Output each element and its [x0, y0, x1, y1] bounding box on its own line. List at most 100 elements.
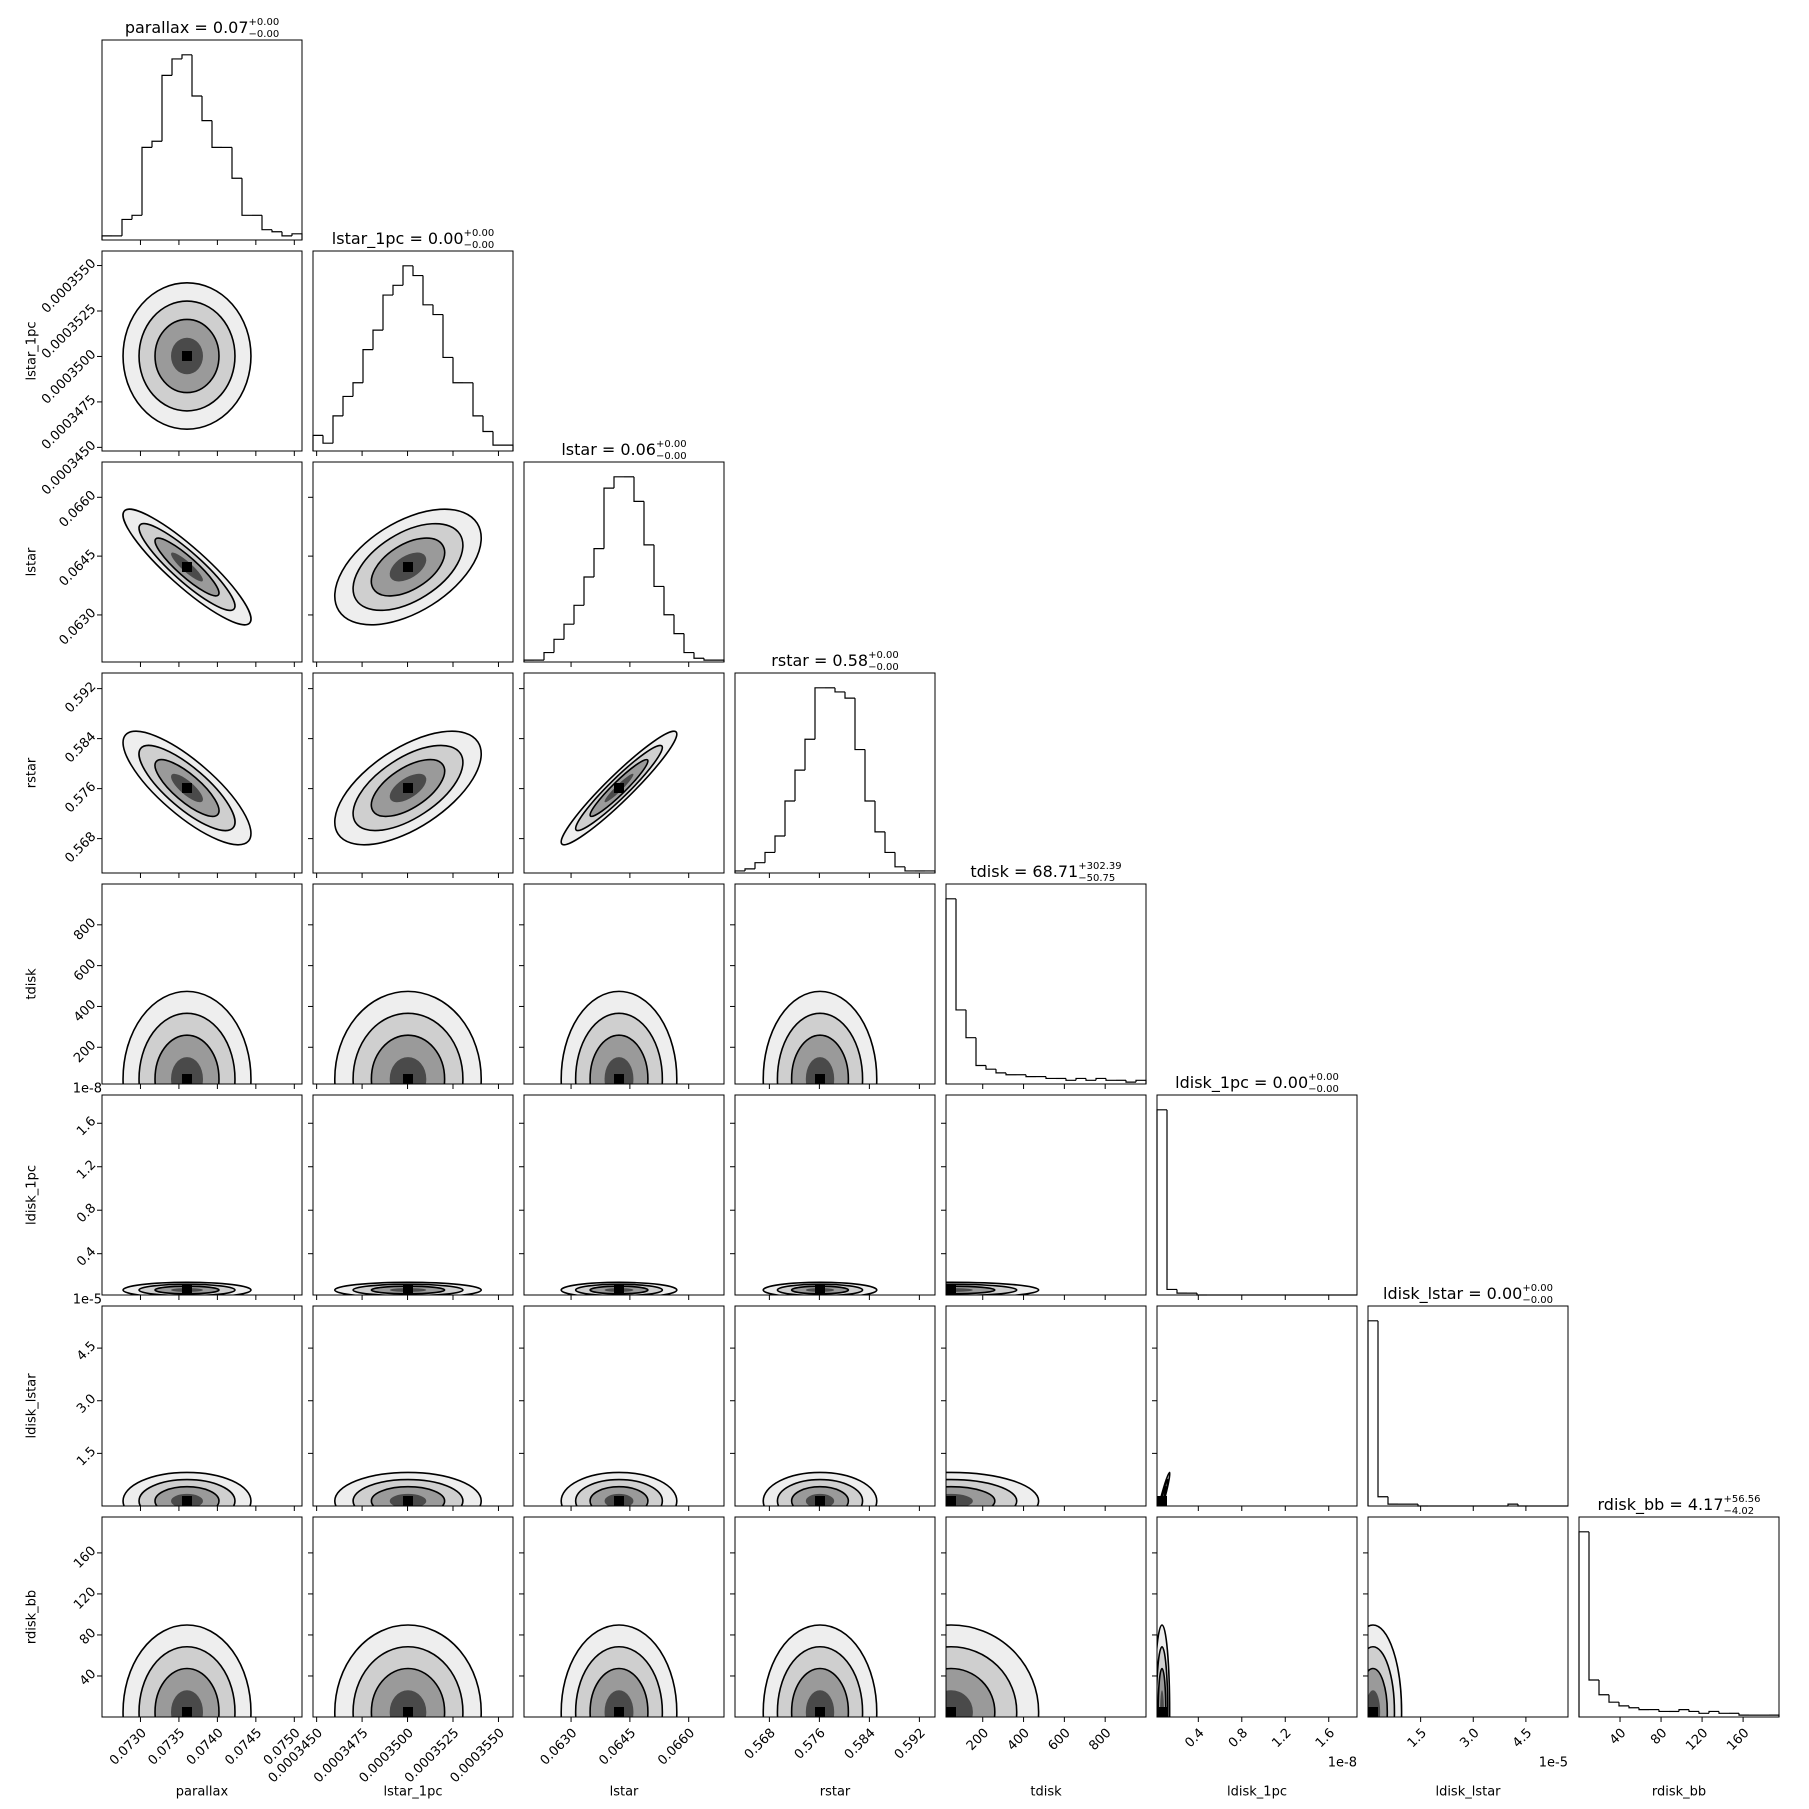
- y-tick-label: 200: [71, 1038, 99, 1066]
- density-peak: [815, 1707, 825, 1717]
- histogram-bin: [271, 229, 282, 233]
- pair-panel: [308, 1305, 514, 1511]
- histogram-bin: [312, 434, 323, 451]
- title-upper-error: +56.56: [1724, 1494, 1761, 1505]
- density-contours: [333, 508, 483, 626]
- x-axis-label: tdisk: [1030, 1785, 1062, 1800]
- histogram-bin: [764, 851, 775, 863]
- pair-panel: 0.568 0.576 0.584 0.592: [730, 1516, 936, 1763]
- histogram-bin: [1638, 1707, 1649, 1711]
- histogram-bin: [412, 265, 423, 277]
- x-tick-label: 0.0735: [145, 1726, 188, 1769]
- histogram-bin: [1025, 1074, 1036, 1078]
- density-peak: [614, 1707, 624, 1717]
- pair-panel: [730, 1094, 936, 1300]
- x-tick-label: 0.592: [892, 1726, 929, 1763]
- density-peak: [614, 1496, 624, 1506]
- histogram-bin: [1698, 1711, 1709, 1714]
- density-peak: [403, 1707, 413, 1717]
- histogram-bin: [1005, 1072, 1016, 1076]
- panel-frame: [523, 1305, 725, 1507]
- histogram-bin: [211, 120, 222, 149]
- density-peak: [182, 1707, 192, 1717]
- histogram-bin: [663, 586, 674, 616]
- density-contours: [122, 730, 252, 846]
- pair-panel: [308, 461, 514, 667]
- histogram-bin: [573, 604, 584, 625]
- panel-frame: [523, 883, 725, 1085]
- panel-title: tdisk = 68.71+302.39 −50.75: [970, 861, 1121, 884]
- density-contours: [333, 1624, 483, 1717]
- density-contours: [560, 990, 678, 1084]
- panel-frame: [523, 461, 725, 663]
- density-peak: [815, 1496, 825, 1506]
- histogram-panel: [312, 250, 514, 456]
- density-contours: [1368, 1624, 1403, 1717]
- pair-panel: [941, 1094, 1147, 1300]
- histogram-bin: [1095, 1077, 1106, 1081]
- histogram-bin: [1085, 1078, 1096, 1081]
- panel-frame: [945, 1516, 1147, 1718]
- histogram-bin: [422, 275, 433, 306]
- histogram-bin: [1065, 1078, 1076, 1081]
- y-tick-label: 160: [71, 1544, 99, 1572]
- x-tick-label: 800: [1086, 1726, 1114, 1754]
- density-contours: [560, 730, 678, 846]
- density-contours: [334, 1471, 482, 1506]
- density-contours: [560, 1471, 678, 1506]
- density-peak: [815, 1074, 825, 1084]
- panel-frame: [945, 1094, 1147, 1296]
- y-tick-label: 0.4: [74, 1244, 99, 1269]
- histogram-bin: [1628, 1705, 1639, 1709]
- pair-panel: [730, 1305, 936, 1511]
- histogram-bin: [955, 898, 966, 1011]
- pair-panel: [519, 1094, 725, 1300]
- density-peak: [403, 1496, 413, 1506]
- histogram-bin: [985, 1065, 996, 1070]
- histogram-bin: [814, 687, 825, 740]
- panel-frame: [734, 1094, 936, 1296]
- panel-frame: [734, 1305, 936, 1507]
- histogram-panel: [523, 461, 725, 667]
- histogram-bin: [402, 265, 413, 286]
- y-tick-label: 400: [71, 997, 99, 1025]
- density-contours: [122, 1281, 252, 1295]
- density-peak: [182, 562, 192, 572]
- x-axis-label: rdisk_bb: [1652, 1785, 1706, 1800]
- histogram-bin: [995, 1069, 1006, 1074]
- y-tick-label: 0.0645: [57, 547, 100, 590]
- density-peak: [614, 783, 624, 793]
- density-peak: [1157, 1707, 1167, 1717]
- density-contours: [333, 990, 483, 1084]
- y-tick-label: 0.592: [62, 679, 99, 716]
- title-upper-error: +302.39: [1078, 861, 1121, 872]
- x-axis-label: lstar_1pc: [384, 1785, 443, 1800]
- histogram-bin: [804, 738, 815, 771]
- histogram-bin: [281, 231, 292, 237]
- y-tick-label: 0.0660: [57, 488, 100, 531]
- x-tick-label: 0.0745: [222, 1726, 265, 1769]
- histogram-bin: [563, 623, 574, 640]
- histogram-bin: [643, 501, 654, 546]
- density-contours: [1157, 1624, 1171, 1717]
- y-axis-label: lstar_1pc: [25, 322, 40, 381]
- title-upper-error: +0.00: [1308, 1072, 1339, 1083]
- x-tick-label: 80: [1648, 1726, 1670, 1748]
- x-axis-label: rstar: [820, 1785, 851, 1800]
- title-upper-error: +0.00: [868, 650, 899, 661]
- histogram-panel: [945, 883, 1147, 1089]
- histogram-bin: [492, 431, 503, 446]
- panel-title: lstar = 0.06+0.00 −0.00: [561, 439, 686, 462]
- title-text: tdisk = 68.71: [970, 862, 1078, 881]
- histogram-bin: [774, 835, 785, 853]
- x-axis-label: lstar: [610, 1785, 639, 1800]
- y-tick-label: 0.584: [62, 729, 99, 766]
- histogram-bin: [171, 58, 182, 76]
- density-peak: [1157, 1496, 1167, 1506]
- y-axis-label: ldisk_lstar: [25, 1373, 40, 1439]
- x-tick-label: 1.2: [1269, 1726, 1294, 1751]
- density-contours: [560, 1624, 678, 1717]
- x-axis-label: ldisk_1pc: [1227, 1785, 1287, 1800]
